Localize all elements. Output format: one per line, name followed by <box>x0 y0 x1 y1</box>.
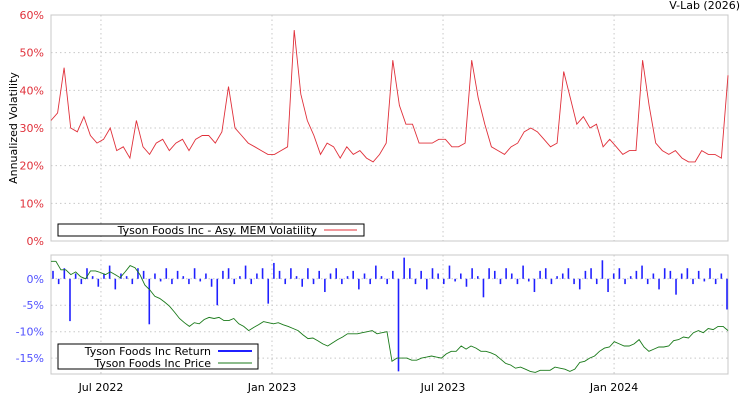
volatility-panel: 0% 10% 20% 30% 40% 50% 60% <box>20 9 729 248</box>
y-axis-label: Annualized Volatility <box>7 72 20 184</box>
x-tick-label: Jan 2024 <box>589 381 638 394</box>
watermark: V-Lab (2026) <box>669 0 740 12</box>
y-tick-label: 40% <box>20 84 44 97</box>
legend-price-label: Tyson Foods Inc Price <box>93 357 211 370</box>
y-tick-label: -10% <box>16 326 44 339</box>
returns-legend: Tyson Foods Inc Return Tyson Foods Inc P… <box>57 343 259 370</box>
y-tick-label: -5% <box>23 299 44 312</box>
volatility-legend: Tyson Foods Inc - Asy. MEM Volatility <box>57 223 365 237</box>
y-tick-label: 0% <box>27 273 44 286</box>
plot-frame <box>50 254 729 375</box>
y-tick-label: 50% <box>20 47 44 60</box>
y-tick-label: 20% <box>20 160 44 173</box>
y-tick-label: 60% <box>20 9 44 22</box>
legend-volatility-label: Tyson Foods Inc - Asy. MEM Volatility <box>117 224 318 237</box>
y-tick-label: 10% <box>20 197 44 210</box>
y-tick-label: 0% <box>27 235 44 248</box>
x-tick-label: Jul 2022 <box>78 381 124 394</box>
legend-return-label: Tyson Foods Inc Return <box>84 345 211 358</box>
volatility-line <box>50 30 729 163</box>
x-tick-label: Jul 2023 <box>420 381 466 394</box>
returns-panel: 0% -5% -10% -15% Jul 2022 Jan 2023 Jul 2023 Jan… <box>16 254 729 394</box>
x-tick-label: Jan 2023 <box>247 381 296 394</box>
price-line <box>51 260 729 373</box>
y-tick-label: -15% <box>16 352 44 365</box>
plot-frame <box>50 14 729 242</box>
y-tick-label: 30% <box>20 122 44 135</box>
